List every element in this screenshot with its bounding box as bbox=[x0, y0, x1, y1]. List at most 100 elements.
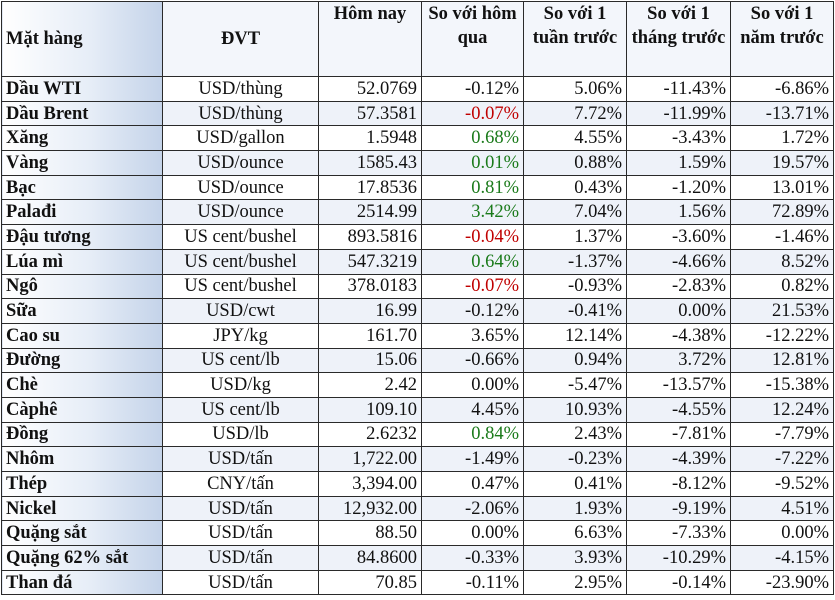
cell-vs-year: -6.86% bbox=[730, 76, 834, 102]
cell-unit: US cent/bushel bbox=[162, 224, 319, 250]
cell-vs-yesterday: 3.42% bbox=[421, 199, 524, 226]
cell-vs-month: -4.39% bbox=[626, 446, 731, 472]
cell-vs-year: 0.82% bbox=[730, 273, 834, 300]
cell-vs-yesterday: -0.04% bbox=[421, 224, 524, 250]
cell-vs-month: -0.14% bbox=[626, 569, 731, 596]
cell-today: 84.8600 bbox=[318, 545, 422, 571]
header-vs-week: So với 1 tuần trước bbox=[523, 1, 627, 77]
table-body: Dầu WTI USD/thùng 52.0769 -0.12% 5.06% -11.43… bbox=[1, 76, 834, 596]
cell-vs-week: 2.95% bbox=[523, 569, 627, 596]
cell-vs-yesterday: -0.11% bbox=[421, 569, 524, 596]
cell-vs-month: -9.19% bbox=[626, 495, 731, 522]
table-row: Đồng USD/lb 2.6232 0.84% 2.43% -7.81% -7.79% bbox=[1, 421, 834, 448]
cell-vs-week: 2.43% bbox=[523, 421, 627, 448]
cell-vs-year: 13.01% bbox=[730, 174, 834, 201]
cell-unit: JPY/kg bbox=[162, 322, 319, 349]
cell-item: Vàng bbox=[1, 150, 163, 176]
table-row: Palađi USD/ounce 2514.99 3.42% 7.04% 1.56% 72.… bbox=[1, 199, 834, 226]
cell-item: Cao su bbox=[1, 322, 163, 349]
cell-item: Quặng sắt bbox=[1, 520, 163, 547]
cell-vs-month: -11.43% bbox=[626, 76, 731, 102]
table-row: Đậu tương US cent/bushel 893.5816 -0.04% 1.3… bbox=[1, 224, 834, 250]
cell-vs-month: -7.33% bbox=[626, 520, 731, 547]
cell-today: 70.85 bbox=[318, 569, 422, 596]
cell-unit: USD/ounce bbox=[162, 150, 319, 176]
cell-today: 15.06 bbox=[318, 347, 422, 374]
header-vs-year: So với 1 năm trước bbox=[730, 1, 834, 77]
cell-vs-week: 7.04% bbox=[523, 199, 627, 226]
cell-vs-year: 19.57% bbox=[730, 150, 834, 176]
cell-item: Dầu Brent bbox=[1, 100, 163, 127]
cell-vs-week: -5.47% bbox=[523, 372, 627, 398]
cell-vs-month: -11.99% bbox=[626, 100, 731, 127]
cell-today: 1,722.00 bbox=[318, 446, 422, 472]
cell-item: Đậu tương bbox=[1, 224, 163, 250]
cell-today: 57.3581 bbox=[318, 100, 422, 127]
cell-unit: USD/ounce bbox=[162, 174, 319, 201]
cell-vs-yesterday: 0.47% bbox=[421, 471, 524, 497]
table-row: Lúa mì US cent/bushel 547.3219 0.64% -1.37% -… bbox=[1, 248, 834, 275]
cell-today: 2.42 bbox=[318, 372, 422, 398]
header-today: Hôm nay bbox=[318, 1, 422, 77]
cell-vs-year: -9.52% bbox=[730, 471, 834, 497]
cell-vs-year: 1.72% bbox=[730, 125, 834, 152]
table-row: Dầu Brent USD/thùng 57.3581 -0.07% 7.72% -11.… bbox=[1, 100, 834, 127]
cell-item: Đường bbox=[1, 347, 163, 374]
cell-vs-yesterday: 3.65% bbox=[421, 322, 524, 349]
cell-vs-month: -4.38% bbox=[626, 322, 731, 349]
cell-vs-week: 1.37% bbox=[523, 224, 627, 250]
cell-vs-year: 72.89% bbox=[730, 199, 834, 226]
cell-vs-week: 12.14% bbox=[523, 322, 627, 349]
header-row: Mặt hàng ĐVT Hôm nay So với hôm qua So v… bbox=[1, 1, 834, 77]
cell-unit: USD/thùng bbox=[162, 76, 319, 102]
cell-vs-month: -4.55% bbox=[626, 396, 731, 423]
cell-item: Chè bbox=[1, 372, 163, 398]
table-row: Đường US cent/lb 15.06 -0.66% 0.94% 3.72% 12.8… bbox=[1, 347, 834, 374]
table-row: Vàng USD/ounce 1585.43 0.01% 0.88% 1.59% 19.57… bbox=[1, 150, 834, 176]
cell-today: 1585.43 bbox=[318, 150, 422, 176]
cell-vs-week: -0.93% bbox=[523, 273, 627, 300]
cell-vs-year: 21.53% bbox=[730, 298, 834, 324]
cell-today: 12,932.00 bbox=[318, 495, 422, 522]
cell-item: Sữa bbox=[1, 298, 163, 324]
cell-vs-month: 1.59% bbox=[626, 150, 731, 176]
cell-unit: USD/gallon bbox=[162, 125, 319, 152]
cell-vs-month: -13.57% bbox=[626, 372, 731, 398]
cell-unit: USD/tấn bbox=[162, 520, 319, 547]
header-vs-month: So với 1 tháng trước bbox=[626, 1, 731, 77]
cell-today: 52.0769 bbox=[318, 76, 422, 102]
cell-item: Càphê bbox=[1, 396, 163, 423]
cell-vs-yesterday: 0.01% bbox=[421, 150, 524, 176]
table-row: Dầu WTI USD/thùng 52.0769 -0.12% 5.06% -11.43… bbox=[1, 76, 834, 102]
cell-vs-year: -4.15% bbox=[730, 545, 834, 571]
cell-item: Bạc bbox=[1, 174, 163, 201]
cell-vs-yesterday: 0.00% bbox=[421, 520, 524, 547]
cell-vs-month: -7.81% bbox=[626, 421, 731, 448]
cell-today: 2514.99 bbox=[318, 199, 422, 226]
cell-vs-week: 3.93% bbox=[523, 545, 627, 571]
cell-vs-yesterday: 0.84% bbox=[421, 421, 524, 448]
cell-vs-yesterday: 0.68% bbox=[421, 125, 524, 152]
cell-vs-month: -2.83% bbox=[626, 273, 731, 300]
cell-item: Thép bbox=[1, 471, 163, 497]
cell-vs-week: 0.41% bbox=[523, 471, 627, 497]
cell-unit: US cent/lb bbox=[162, 347, 319, 374]
cell-item: Ngô bbox=[1, 273, 163, 300]
cell-item: Palađi bbox=[1, 199, 163, 226]
cell-item: Dầu WTI bbox=[1, 76, 163, 102]
cell-vs-yesterday: -0.12% bbox=[421, 298, 524, 324]
cell-unit: USD/tấn bbox=[162, 495, 319, 522]
cell-unit: US cent/bushel bbox=[162, 273, 319, 300]
header-item: Mặt hàng bbox=[1, 1, 163, 77]
cell-unit: USD/kg bbox=[162, 372, 319, 398]
cell-item: Than đá bbox=[1, 569, 163, 596]
cell-vs-year: 8.52% bbox=[730, 248, 834, 275]
cell-vs-year: 4.51% bbox=[730, 495, 834, 522]
cell-vs-month: -10.29% bbox=[626, 545, 731, 571]
cell-today: 3,394.00 bbox=[318, 471, 422, 497]
cell-vs-year: -13.71% bbox=[730, 100, 834, 127]
cell-vs-week: 0.88% bbox=[523, 150, 627, 176]
table-row: Ngô US cent/bushel 378.0183 -0.07% -0.93% -2.… bbox=[1, 273, 834, 300]
cell-unit: USD/tấn bbox=[162, 446, 319, 472]
cell-vs-month: 3.72% bbox=[626, 347, 731, 374]
